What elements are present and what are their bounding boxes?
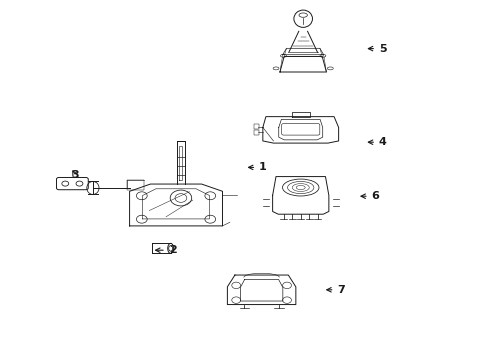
Text: 4: 4 (367, 137, 386, 147)
Bar (254, 130, 259, 135)
Text: 5: 5 (367, 44, 386, 54)
Text: 2: 2 (155, 245, 176, 255)
Bar (127, 180, 144, 190)
Text: 1: 1 (248, 162, 266, 172)
Ellipse shape (167, 243, 173, 253)
Text: 7: 7 (326, 285, 345, 295)
Text: 6: 6 (360, 191, 379, 201)
Bar (254, 125, 259, 130)
Text: 3: 3 (71, 170, 79, 180)
